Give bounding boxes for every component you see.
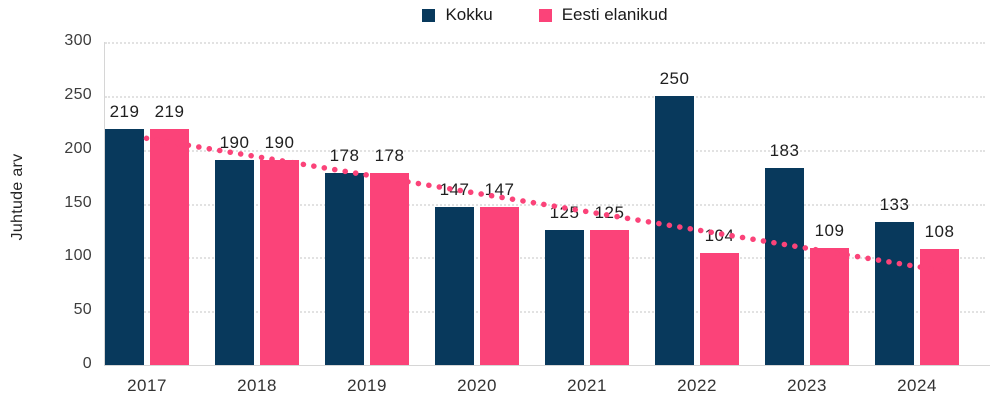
bar-eesti-elanikud-2018 xyxy=(260,160,299,365)
bar-kokku-2017 xyxy=(105,129,144,365)
y-tick-300: 300 xyxy=(64,32,92,49)
eesti-elanikud-series-swatch-icon xyxy=(538,8,552,22)
x-tick-2023: 2023 xyxy=(787,376,827,395)
x-tick-2018: 2018 xyxy=(237,376,277,395)
value-label-eesti-elanikud-2020: 147 xyxy=(484,179,515,199)
bar-kokku-2024 xyxy=(875,221,914,365)
legend: Kokku Eesti elanikud xyxy=(105,5,985,25)
x-tick-2022: 2022 xyxy=(677,376,717,395)
x-axis-line xyxy=(104,365,990,366)
value-label-eesti-elanikud-2017: 219 xyxy=(154,102,185,122)
y-tick-50: 50 xyxy=(73,301,92,319)
gridline-300 xyxy=(105,42,985,44)
value-label-kokku-2023: 183 xyxy=(769,141,800,160)
bar-kokku-2021 xyxy=(545,230,584,365)
bar-kokku-2019 xyxy=(325,173,364,365)
value-label-kokku-2022: 250 xyxy=(659,68,690,88)
y-axis-line xyxy=(104,42,105,365)
plot-area: 219 219 190 190 178 178 147 147 125 125 250 104 183 1… xyxy=(104,42,990,366)
value-label-kokku-2017: 219 xyxy=(109,102,140,122)
value-label-eesti-elanikud-2022: 104 xyxy=(704,226,735,245)
y-tick-150: 150 xyxy=(64,193,92,211)
bar-eesti-elanikud-2024 xyxy=(920,248,959,365)
y-tick-0: 0 xyxy=(82,355,92,372)
kokku-series-swatch-icon xyxy=(422,8,436,22)
bar-eesti-elanikud-2017 xyxy=(150,129,189,365)
value-label-eesti-elanikud-2019: 178 xyxy=(374,146,405,166)
value-label-eesti-elanikud-2018: 190 xyxy=(264,133,295,153)
value-label-eesti-elanikud-2024: 108 xyxy=(924,221,955,241)
y-tick-100: 100 xyxy=(64,247,92,265)
y-axis-title: Juhtude arv xyxy=(9,153,26,241)
x-tick-2017: 2017 xyxy=(127,376,167,395)
y-tick-200: 200 xyxy=(64,139,92,157)
y-tick-250: 250 xyxy=(64,85,92,103)
value-label-eesti-elanikud-2023: 109 xyxy=(814,220,845,240)
bar-kokku-2018 xyxy=(215,160,254,365)
bar-eesti-elanikud-2023 xyxy=(810,247,849,365)
legend-item-eesti-elanikud: Eesti elanikud xyxy=(538,5,668,25)
gridline-250 xyxy=(105,95,985,98)
bar-kokku-2023 xyxy=(765,168,804,365)
legend-item-kokku: Kokku xyxy=(422,5,493,25)
x-tick-2019: 2019 xyxy=(347,376,387,395)
bar-eesti-elanikud-2020 xyxy=(480,206,519,365)
bar-kokku-2020 xyxy=(435,206,474,365)
legend-label-eesti-elanikud: Eesti elanikud xyxy=(561,5,668,24)
x-tick-2024: 2024 xyxy=(897,376,937,395)
legend-label-kokku: Kokku xyxy=(445,5,493,24)
bar-eesti-elanikud-2019 xyxy=(370,173,409,365)
x-tick-2020: 2020 xyxy=(457,376,497,395)
bar-eesti-elanikud-2021 xyxy=(590,230,629,365)
bar-eesti-elanikud-2022 xyxy=(700,253,739,365)
value-label-kokku-2024: 133 xyxy=(879,194,910,214)
value-label-eesti-elanikud-2021: 125 xyxy=(594,203,625,223)
x-tick-2021: 2021 xyxy=(567,376,607,395)
